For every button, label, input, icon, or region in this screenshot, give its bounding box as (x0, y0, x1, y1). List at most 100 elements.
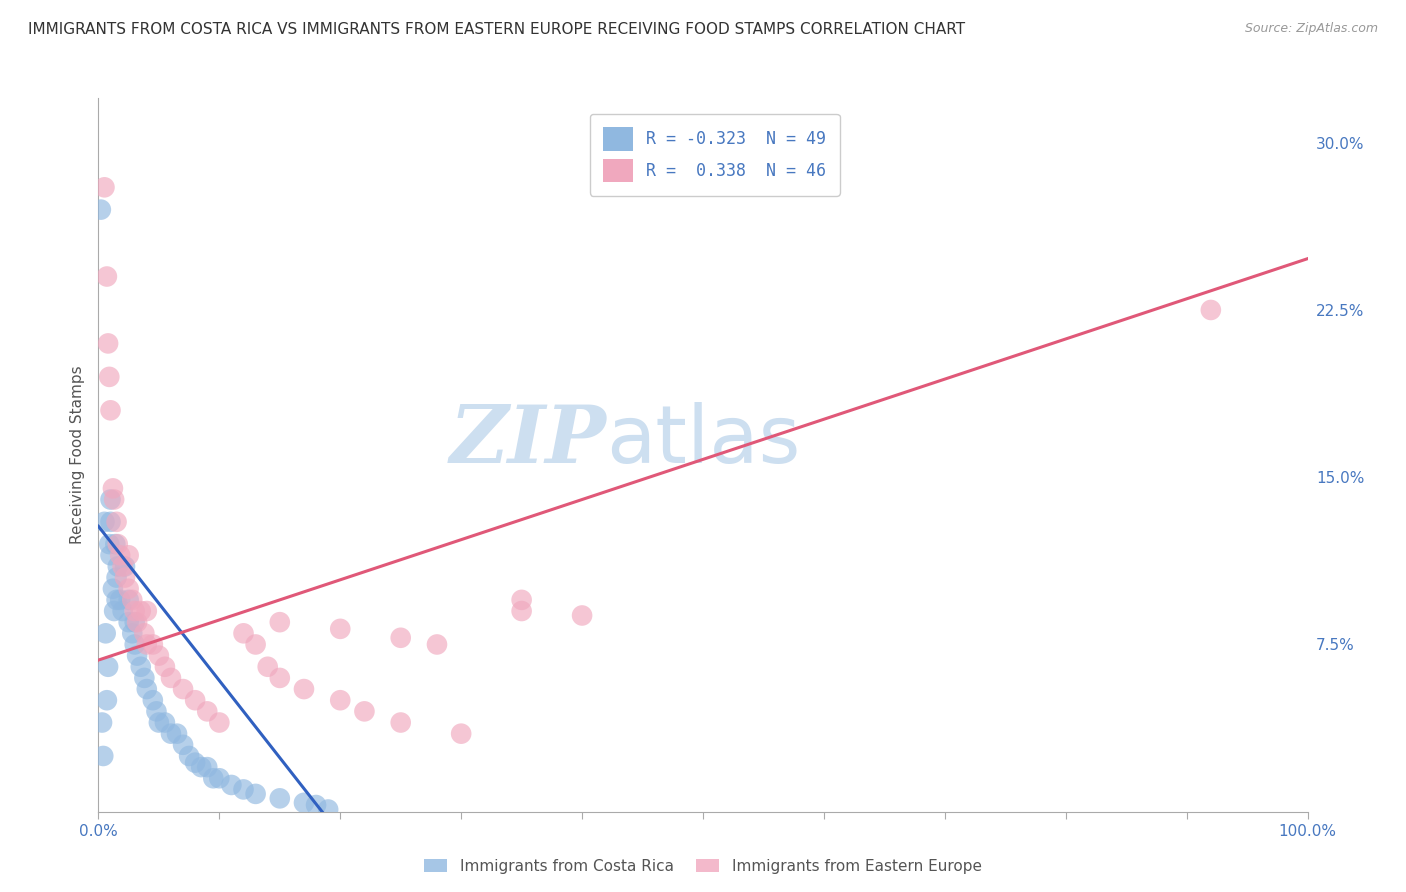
Point (269, 791, 291, 805)
Point (190, 760, 212, 774)
Text: ZIP: ZIP (450, 402, 606, 479)
Point (103, 492, 125, 507)
Point (124, 604, 146, 618)
Point (134, 626, 156, 640)
Point (172, 738, 194, 752)
Point (292, 796, 315, 810)
Point (118, 592, 141, 607)
Point (97, 660, 120, 674)
Point (208, 771, 231, 786)
Point (179, 749, 201, 764)
Point (195, 705, 218, 719)
Point (127, 648, 149, 663)
Point (101, 482, 124, 496)
Point (118, 615, 141, 630)
Point (329, 622, 352, 636)
Point (98, 369, 121, 384)
Point (134, 671, 156, 685)
Point (104, 537, 127, 551)
Point (135, 681, 157, 696)
Text: atlas: atlas (606, 401, 800, 480)
Point (292, 681, 315, 696)
Point (160, 671, 183, 685)
Point (108, 548, 131, 563)
Point (100, 492, 122, 507)
Point (94, 626, 117, 640)
Point (256, 660, 278, 674)
Point (142, 637, 165, 651)
Legend: R = -0.323  N = 49, R =  0.338  N = 46: R = -0.323 N = 49, R = 0.338 N = 46 (589, 113, 839, 195)
Point (389, 631, 412, 645)
Point (208, 715, 231, 730)
Point (111, 559, 134, 574)
Point (121, 626, 143, 640)
Point (232, 626, 254, 640)
Point (510, 604, 533, 618)
Y-axis label: Receiving Food Stamps: Receiving Food Stamps (69, 366, 84, 544)
Point (329, 693, 352, 707)
Point (124, 637, 146, 651)
Point (100, 548, 122, 563)
Point (107, 537, 129, 551)
Point (93, 515, 115, 529)
Point (103, 604, 125, 618)
Point (105, 592, 128, 607)
Point (245, 787, 267, 801)
Point (129, 604, 152, 618)
Point (510, 592, 533, 607)
Point (166, 726, 188, 740)
Point (96, 693, 118, 707)
Point (96, 269, 118, 284)
Point (135, 637, 157, 651)
Point (118, 548, 141, 563)
Point (98, 537, 121, 551)
Point (172, 681, 194, 696)
Point (108, 592, 131, 607)
Legend: Immigrants from Costa Rica, Immigrants from Eastern Europe: Immigrants from Costa Rica, Immigrants f… (419, 853, 987, 880)
Point (426, 637, 449, 651)
Point (153, 715, 176, 730)
Point (91, 715, 114, 730)
Point (245, 637, 267, 651)
Point (316, 803, 339, 817)
Point (100, 515, 122, 529)
Point (148, 715, 170, 730)
Point (202, 771, 225, 786)
Point (107, 559, 129, 574)
Point (389, 715, 412, 730)
Text: IMMIGRANTS FROM COSTA RICA VS IMMIGRANTS FROM EASTERN EUROPE RECEIVING FOOD STAM: IMMIGRANTS FROM COSTA RICA VS IMMIGRANTS… (28, 22, 966, 37)
Point (127, 615, 149, 630)
Point (450, 726, 472, 740)
Point (91, 749, 114, 764)
Point (97, 336, 120, 351)
Point (221, 778, 243, 792)
Point (153, 660, 176, 674)
Point (105, 515, 128, 529)
Point (124, 615, 146, 630)
Point (148, 648, 170, 663)
Point (114, 571, 136, 585)
Point (269, 671, 291, 685)
Point (142, 693, 165, 707)
Point (571, 608, 593, 623)
Text: Source: ZipAtlas.com: Source: ZipAtlas.com (1244, 22, 1378, 36)
Point (269, 615, 291, 630)
Point (101, 582, 124, 596)
Point (105, 571, 128, 585)
Point (184, 756, 207, 770)
Point (195, 760, 218, 774)
Point (93, 180, 115, 194)
Point (135, 604, 157, 618)
Point (100, 403, 122, 417)
Point (353, 705, 375, 719)
Point (305, 798, 328, 813)
Point (184, 693, 207, 707)
Point (114, 559, 136, 574)
Point (1199, 303, 1222, 318)
Point (90, 202, 112, 217)
Point (160, 726, 183, 740)
Point (118, 582, 141, 596)
Point (232, 782, 254, 797)
Point (121, 592, 143, 607)
Point (145, 705, 167, 719)
